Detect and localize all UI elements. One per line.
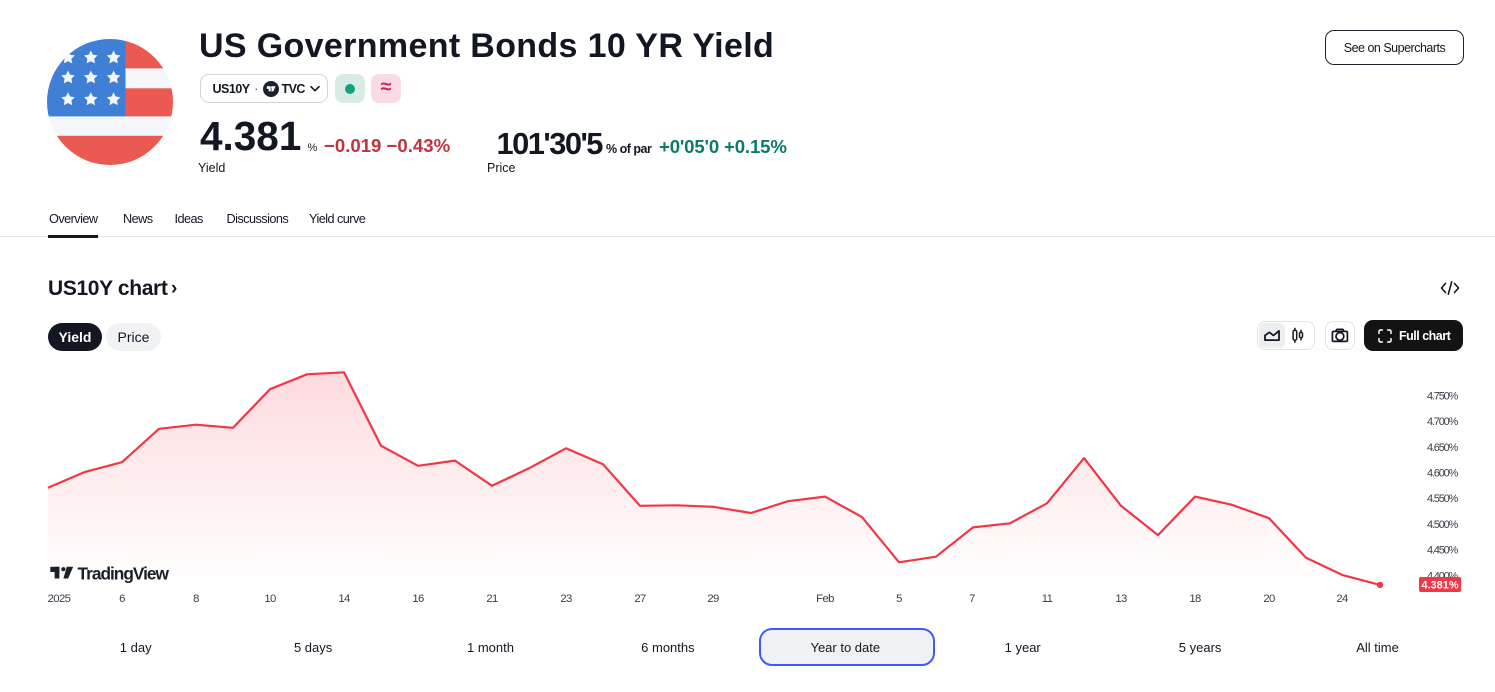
svg-text:4.700%: 4.700% — [1427, 416, 1459, 428]
svg-text:20: 20 — [1263, 593, 1275, 605]
svg-text:4.600%: 4.600% — [1427, 468, 1459, 480]
svg-text:4.650%: 4.650% — [1427, 442, 1459, 454]
svg-text:14: 14 — [338, 593, 350, 605]
svg-text:13: 13 — [1115, 593, 1127, 605]
svg-text:18: 18 — [1189, 593, 1201, 605]
svg-text:8: 8 — [193, 593, 199, 605]
svg-text:5: 5 — [896, 593, 902, 605]
svg-text:4.550%: 4.550% — [1427, 493, 1459, 505]
svg-text:16: 16 — [412, 593, 424, 605]
svg-text:2025: 2025 — [48, 593, 71, 605]
svg-text:TradingView: TradingView — [78, 564, 170, 584]
svg-text:10: 10 — [264, 593, 276, 605]
svg-text:4.500%: 4.500% — [1427, 519, 1459, 531]
svg-text:6: 6 — [119, 593, 125, 605]
svg-text:4.750%: 4.750% — [1427, 390, 1459, 402]
svg-text:29: 29 — [707, 593, 719, 605]
svg-text:11: 11 — [1042, 593, 1053, 605]
svg-text:7: 7 — [969, 593, 975, 605]
svg-text:27: 27 — [634, 593, 646, 605]
svg-text:4.450%: 4.450% — [1427, 545, 1459, 557]
svg-text:Feb: Feb — [816, 593, 834, 605]
svg-text:4.381%: 4.381% — [1421, 580, 1459, 592]
svg-text:21: 21 — [486, 593, 498, 605]
svg-text:24: 24 — [1336, 593, 1348, 605]
svg-text:23: 23 — [560, 593, 572, 605]
